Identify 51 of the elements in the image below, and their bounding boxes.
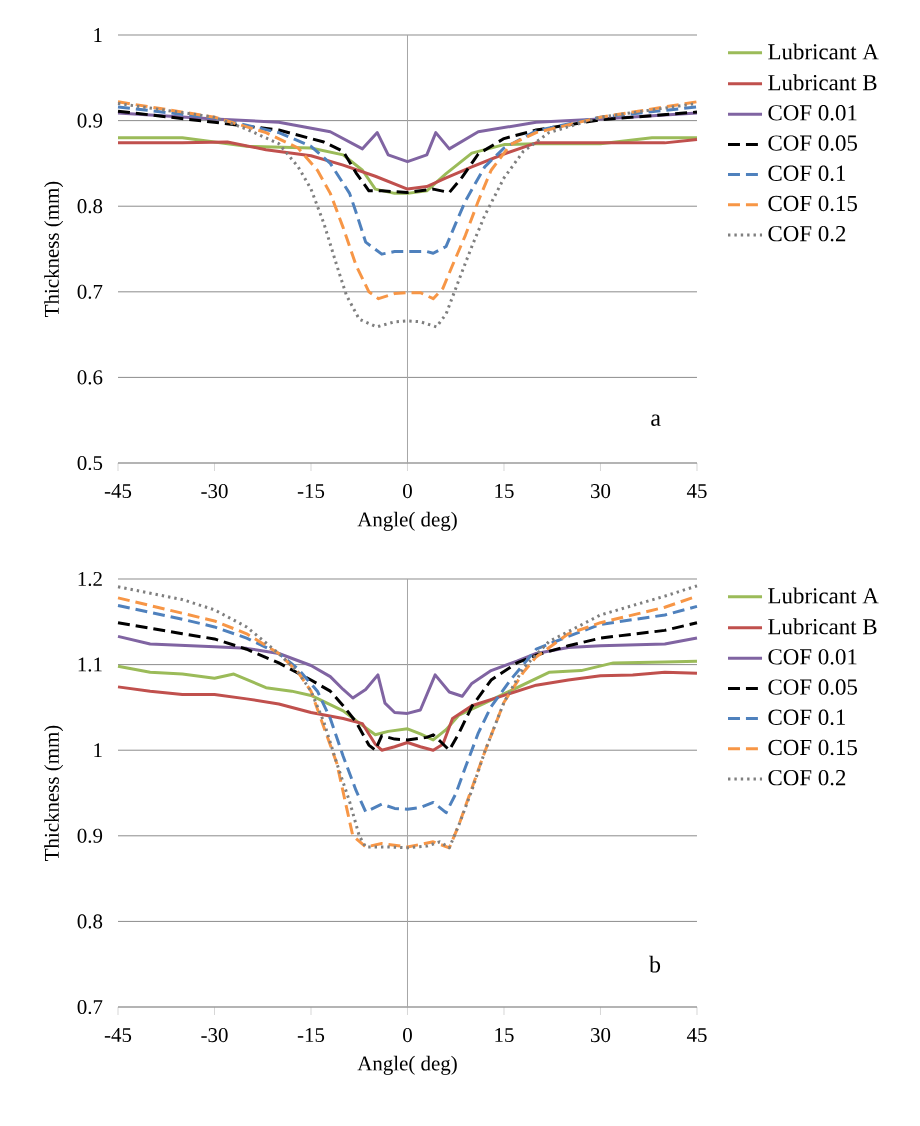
x-tick-label: 30 xyxy=(591,1028,611,1043)
y-tick-label: 0.7 xyxy=(77,999,103,1015)
x-tick-label: 15 xyxy=(495,1028,514,1043)
y-tick-label: 0.8 xyxy=(77,199,103,214)
line-series xyxy=(116,634,699,715)
y-tick-label: 0.8 xyxy=(77,914,103,929)
legend-label: Lubricant A xyxy=(768,43,879,60)
x-tick-label: -15 xyxy=(297,484,325,499)
y-tick-label: 1.2 xyxy=(78,571,102,587)
y-tick-label: 0.7 xyxy=(77,284,103,299)
legend-label: COF 0.05 xyxy=(768,135,857,151)
y-tick-label: 0.9 xyxy=(77,828,103,843)
x-tick-label: 0 xyxy=(403,484,412,499)
y-tick-label: 0.9 xyxy=(77,113,103,128)
x-tick-label: -45 xyxy=(104,1028,132,1043)
y-tick-label: 0.5 xyxy=(77,455,103,471)
legend-label: COF 0.2 xyxy=(768,225,846,242)
annotation: a xyxy=(651,414,661,426)
x-tick-label: -30 xyxy=(201,1028,228,1043)
x-tick-label: 15 xyxy=(495,484,514,499)
legend-label: Lubricant A xyxy=(768,587,879,604)
y-tick-label: 0.6 xyxy=(77,370,103,385)
y-axis-title: Thickness (mm) xyxy=(44,725,64,861)
y-tick-label: 1.1 xyxy=(78,657,102,672)
y-tick-label: 1 xyxy=(94,28,102,42)
x-axis-title: Angle( deg) xyxy=(357,511,457,531)
x-tick-label: 30 xyxy=(591,484,611,499)
legend-label: COF 0.1 xyxy=(768,165,846,182)
line-series xyxy=(116,109,699,195)
y-tick-label: 1 xyxy=(94,743,102,758)
legend-label: COF 0.05 xyxy=(768,679,857,695)
x-axis-title: Angle( deg) xyxy=(357,1055,457,1075)
legend-label: COF 0.2 xyxy=(768,769,846,786)
x-tick-label: 45 xyxy=(686,1028,707,1043)
line-series xyxy=(116,670,699,752)
y-axis-title: Thickness (mm) xyxy=(44,181,64,317)
legend-label: Lubricant B xyxy=(768,74,877,91)
x-tick-label: 0 xyxy=(403,1028,412,1043)
annotation: b xyxy=(649,955,661,973)
legend-label: COF 0.1 xyxy=(768,709,846,726)
legend-label: COF 0.15 xyxy=(768,195,857,212)
x-tick-label: -45 xyxy=(104,484,132,499)
x-tick-label: -15 xyxy=(297,1028,325,1043)
x-tick-label: 45 xyxy=(686,484,707,499)
x-tick-label: -30 xyxy=(201,484,228,499)
legend-label: Lubricant B xyxy=(768,618,877,635)
legend-label: COF 0.01 xyxy=(768,105,857,121)
legend-label: COF 0.15 xyxy=(768,739,857,756)
line-series xyxy=(116,604,699,815)
line-series xyxy=(116,621,699,752)
legend-label: COF 0.01 xyxy=(768,649,857,665)
